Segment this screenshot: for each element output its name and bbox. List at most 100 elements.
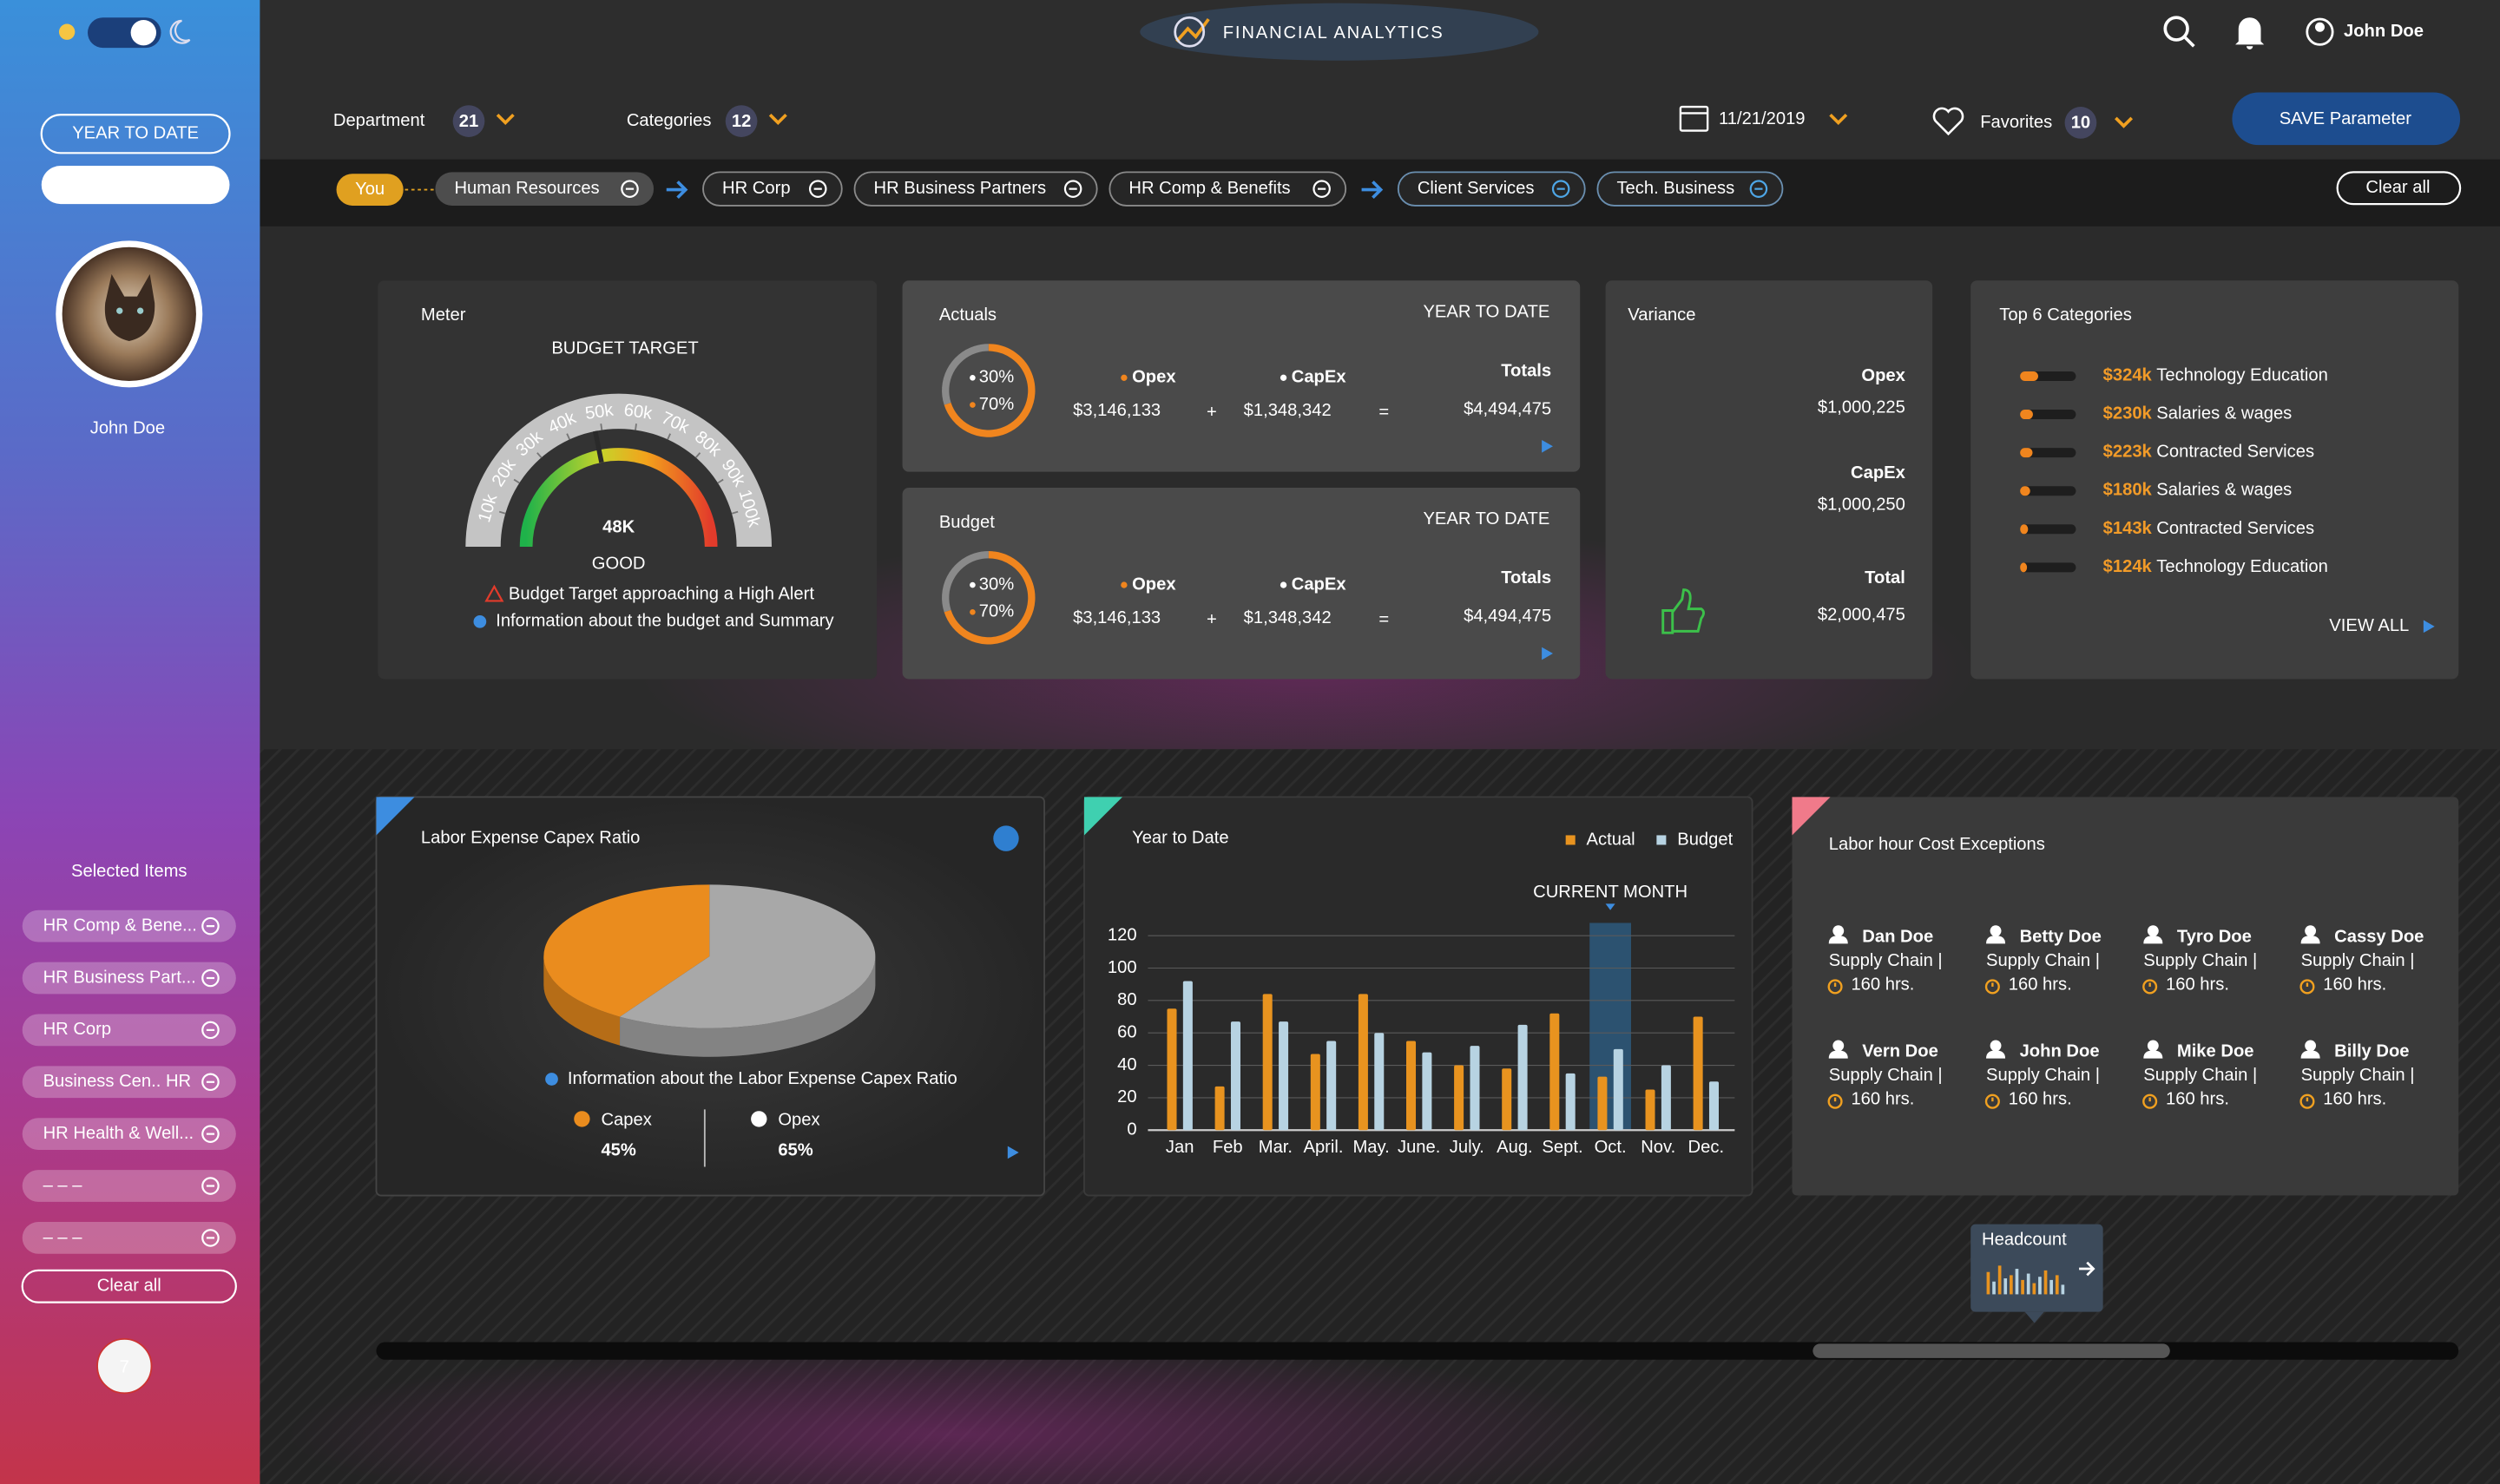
bar-track <box>2020 448 2076 458</box>
bar <box>1502 1068 1512 1131</box>
card-period: YEAR TO DATE <box>1423 509 1549 529</box>
pie-side-shade <box>543 956 621 1046</box>
selected-chip[interactable] <box>22 1066 236 1099</box>
notification-icon[interactable] <box>2235 17 2265 49</box>
save-button[interactable] <box>2232 92 2461 146</box>
person-icon <box>1832 925 1845 937</box>
person-name: Tyro Doe <box>2177 927 2252 946</box>
sidebar <box>0 0 260 1484</box>
breadcrumb-chip[interactable] <box>702 171 843 207</box>
metric-value: $3,146,133 <box>1073 608 1161 627</box>
timer-icon <box>2142 1093 2158 1109</box>
mini-bar <box>1986 1271 1990 1295</box>
count-badge <box>452 105 485 137</box>
category-value: $124k <box>2103 557 2153 576</box>
bar <box>1613 1048 1623 1131</box>
metric-total: $2,000,475 <box>1818 605 1905 624</box>
metric-value: $1,348,342 <box>1244 401 1332 420</box>
gauge-tick <box>600 424 603 430</box>
chip-label: HR Business Part... <box>43 968 196 987</box>
info-text: Information about the budget and Summary <box>496 612 834 631</box>
ring-label: 30% <box>979 575 1014 594</box>
chip-label: HR Corp <box>43 1020 112 1039</box>
metric-value: $1,000,225 <box>1818 398 1905 417</box>
category-bar <box>2020 448 2033 458</box>
card-corner <box>376 797 415 836</box>
count-badge <box>2064 107 2097 139</box>
gauge-tick <box>536 452 543 458</box>
category-bar <box>2020 486 2030 496</box>
person-icon <box>1828 936 1848 944</box>
period-button[interactable] <box>40 114 231 154</box>
breadcrumb-label: HR Corp <box>722 179 791 198</box>
metric-value: $3,146,133 <box>1073 401 1161 420</box>
search-icon[interactable] <box>2163 16 2189 42</box>
bar <box>1214 1086 1225 1131</box>
view-all-link[interactable]: VIEW ALL <box>2329 616 2409 635</box>
x-tick-label: Mar. <box>1259 1138 1293 1157</box>
clear-button[interactable] <box>21 1269 237 1303</box>
breadcrumb-chip[interactable] <box>1397 171 1586 207</box>
period-button[interactable] <box>41 166 230 205</box>
pie-side <box>543 956 621 1046</box>
moon-icon <box>169 19 191 44</box>
operator: = <box>1378 610 1389 629</box>
x-tick-label: Jan <box>1166 1138 1194 1157</box>
remove-icon <box>1063 180 1082 198</box>
bar <box>1167 1008 1177 1131</box>
x-tick-label: Oct. <box>1595 1138 1627 1157</box>
breadcrumb-chip[interactable] <box>1109 171 1347 207</box>
gauge-tick <box>667 433 672 440</box>
mini-bar <box>2015 1269 2019 1295</box>
y-tick-label: 0 <box>1127 1120 1136 1139</box>
clear-label: Clear all <box>97 1277 161 1296</box>
category-value: $324k <box>2103 366 2153 385</box>
header-user: John Doe <box>2344 22 2424 41</box>
legend-dot <box>970 609 976 615</box>
clear-button[interactable] <box>2336 171 2462 206</box>
bar <box>1549 1013 1560 1131</box>
mini-bar <box>2055 1275 2059 1295</box>
x-tick-label: July. <box>1450 1138 1484 1157</box>
selected-chip[interactable] <box>22 1222 236 1254</box>
card-title: Budget <box>939 513 995 532</box>
category-bar <box>2020 562 2028 573</box>
chip-label: HR Comp & Bene... <box>43 916 197 935</box>
headcount-tooltip[interactable] <box>1970 1224 2103 1312</box>
operator: + <box>1207 403 1217 422</box>
breadcrumb-chip[interactable] <box>853 171 1098 207</box>
you-chip <box>336 174 404 206</box>
breadcrumb-chip[interactable] <box>435 172 655 206</box>
person-hours: 160 hrs. <box>1851 975 1914 994</box>
ring-segment <box>942 551 1036 645</box>
category-bar <box>2020 371 2038 381</box>
breadcrumb-chip[interactable] <box>1596 171 1784 207</box>
favorite-icon[interactable] <box>1932 107 1964 136</box>
selected-chip[interactable] <box>22 1118 236 1151</box>
chevron <box>496 113 515 126</box>
card-subtitle: BUDGET TARGET <box>551 339 698 358</box>
mini-bar <box>2010 1275 2013 1295</box>
alert-text: Budget Target approaching a High Alert <box>509 584 814 603</box>
selected-chip[interactable] <box>22 909 236 942</box>
pie-slice <box>543 884 710 1017</box>
play-button <box>2423 620 2435 634</box>
category-row: $223k Contracted Services <box>2103 443 2314 462</box>
category-value: $230k <box>2103 404 2153 424</box>
bar <box>1310 1054 1320 1131</box>
bar <box>1406 1041 1417 1131</box>
mini-bar <box>2049 1279 2053 1295</box>
play-button <box>1542 647 1553 660</box>
scrollbar-thumb[interactable] <box>1812 1343 2170 1358</box>
remove-icon <box>1749 180 1768 198</box>
selected-chip[interactable] <box>22 1014 236 1047</box>
selected-chip[interactable] <box>22 1170 236 1202</box>
legend-swatch <box>1656 835 1667 845</box>
timer-icon <box>2142 979 2158 995</box>
selected-chip[interactable] <box>22 962 236 995</box>
gauge-tick <box>566 433 571 440</box>
card-title: Actuals <box>939 305 997 325</box>
legend-dot <box>970 581 976 588</box>
bar <box>1326 1041 1337 1131</box>
info-icon[interactable] <box>993 825 1019 851</box>
